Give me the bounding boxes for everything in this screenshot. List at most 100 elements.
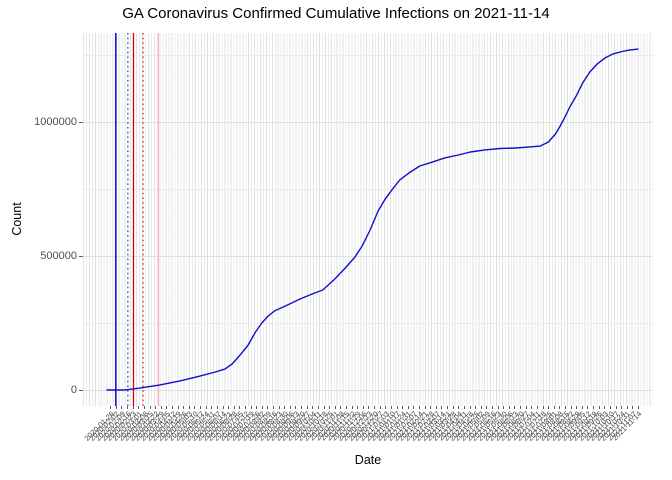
x-tick-mark	[469, 406, 471, 409]
x-tick-mark	[492, 406, 493, 409]
x-tick-mark	[598, 406, 600, 409]
gridline-horizontal-major	[83, 390, 653, 391]
x-tick-mark	[244, 406, 246, 409]
x-tick-mark	[638, 406, 639, 409]
x-tick-mark	[295, 406, 297, 409]
x-tick-mark	[621, 406, 623, 409]
x-tick-mark	[143, 406, 145, 409]
x-tick-mark	[508, 406, 510, 409]
x-tick-mark	[581, 406, 583, 409]
x-tick-mark	[334, 406, 336, 409]
x-tick-mark	[542, 406, 544, 409]
x-tick-mark	[289, 406, 291, 409]
gridline-horizontal-minor	[83, 55, 653, 56]
x-tick-mark	[312, 406, 314, 409]
x-tick-mark	[424, 406, 426, 409]
x-tick-mark	[351, 406, 353, 409]
x-tick-mark	[396, 406, 398, 409]
x-tick-mark	[278, 406, 280, 409]
x-tick-mark	[486, 406, 488, 409]
x-tick-mark	[115, 406, 117, 409]
x-tick-mark	[127, 406, 129, 409]
x-tick-mark	[177, 406, 179, 409]
x-tick-mark	[536, 406, 538, 409]
gridline-horizontal-major	[83, 256, 653, 257]
x-tick-mark	[430, 406, 432, 409]
x-tick-mark	[593, 406, 595, 409]
x-tick-mark	[374, 406, 376, 409]
x-tick-mark	[548, 406, 550, 409]
x-tick-mark	[419, 406, 421, 409]
x-tick-mark	[188, 406, 190, 409]
y-tick-mark	[79, 256, 83, 257]
x-tick-mark	[273, 406, 275, 409]
y-tick-mark	[79, 122, 83, 123]
x-tick-mark	[407, 406, 409, 409]
cumulative-infections-line	[106, 48, 639, 391]
x-tick-mark	[497, 406, 499, 409]
x-tick-mark	[346, 406, 348, 409]
x-tick-mark	[435, 406, 437, 409]
x-tick-mark	[525, 406, 527, 409]
x-tick-mark	[233, 406, 235, 409]
x-tick-mark	[222, 406, 224, 409]
chart-title: GA Coronavirus Confirmed Cumulative Infe…	[122, 5, 550, 22]
x-tick-mark	[340, 406, 342, 409]
x-tick-mark	[576, 406, 578, 409]
x-tick-mark	[503, 406, 505, 409]
x-tick-mark	[402, 406, 404, 409]
x-tick-mark	[587, 406, 589, 409]
x-tick-mark	[570, 406, 572, 409]
x-tick-mark	[211, 406, 213, 409]
gridline-horizontal-major	[83, 122, 653, 123]
x-tick-mark	[604, 406, 606, 409]
x-axis-title: Date	[354, 453, 382, 467]
y-tick-label: 500000	[40, 250, 77, 262]
x-tick-mark	[183, 406, 185, 409]
x-tick-mark	[626, 406, 628, 409]
x-tick-mark	[284, 406, 286, 409]
x-tick-mark	[520, 406, 522, 409]
gridline-horizontal-minor	[83, 323, 653, 324]
x-tick-mark	[194, 406, 196, 409]
plot-svg	[106, 33, 639, 406]
x-tick-mark	[166, 406, 168, 409]
y-tick-label: 0	[70, 384, 77, 396]
y-tick-mark	[79, 390, 83, 391]
x-tick-mark	[368, 406, 370, 409]
x-tick-mark	[160, 406, 162, 409]
x-tick-mark	[323, 406, 325, 409]
y-axis-title: Count	[10, 202, 24, 236]
x-tick-mark	[475, 406, 477, 409]
x-tick-mark	[306, 406, 308, 409]
x-tick-mark	[149, 406, 151, 409]
x-tick-mark	[228, 406, 230, 409]
x-tick-mark	[553, 406, 555, 409]
x-tick-mark	[216, 406, 218, 409]
x-tick-mark	[171, 406, 173, 409]
x-tick-mark	[441, 406, 443, 409]
x-tick-mark	[379, 406, 381, 409]
x-tick-mark	[531, 406, 533, 409]
x-tick-mark	[458, 406, 460, 409]
x-tick-mark	[559, 406, 561, 409]
x-tick-mark	[121, 406, 123, 409]
x-tick-mark	[447, 406, 449, 409]
x-tick-mark	[565, 406, 566, 409]
x-tick-mark	[329, 406, 331, 409]
x-tick-mark	[110, 406, 112, 409]
x-tick-mark	[267, 406, 269, 409]
x-tick-mark	[155, 406, 157, 409]
x-tick-mark	[317, 406, 319, 409]
x-tick-mark	[200, 406, 202, 409]
x-tick-mark	[632, 406, 634, 409]
x-tick-mark	[205, 406, 207, 409]
x-tick-mark	[239, 406, 241, 409]
gridline-horizontal-minor	[83, 189, 653, 190]
x-tick-mark	[452, 406, 454, 409]
x-tick-mark	[480, 406, 482, 409]
x-tick-mark	[463, 406, 465, 409]
x-tick-mark	[132, 406, 134, 409]
x-tick-mark	[385, 406, 387, 409]
